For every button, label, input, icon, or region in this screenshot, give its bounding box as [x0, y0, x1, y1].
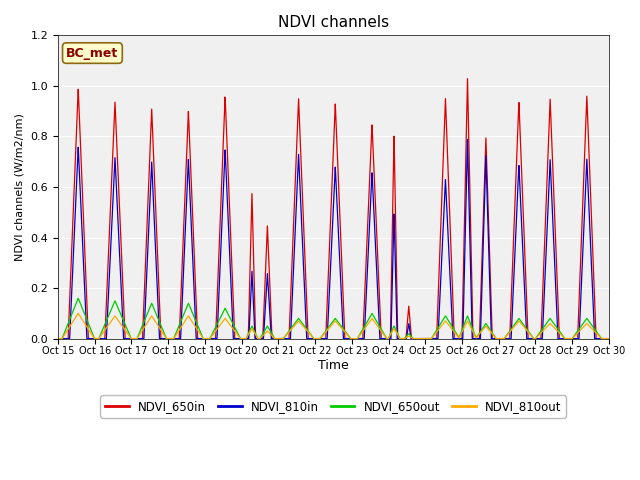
NDVI_810in — [412, 336, 420, 341]
NDVI_650out — [54, 336, 62, 341]
Title: NDVI channels: NDVI channels — [278, 15, 389, 30]
NDVI_650out — [413, 336, 420, 341]
NDVI_810out — [507, 327, 515, 333]
NDVI_810in — [605, 336, 612, 341]
NDVI_650in — [463, 76, 471, 82]
NDVI_650out — [507, 326, 515, 332]
NDVI_650out — [385, 335, 392, 341]
NDVI_810in — [54, 336, 62, 341]
NDVI_650in — [507, 302, 515, 308]
NDVI_650out — [154, 316, 162, 322]
NDVI_810out — [74, 311, 82, 316]
NDVI_810in — [385, 336, 392, 341]
NDVI_810out — [385, 335, 392, 341]
NDVI_810out — [413, 336, 420, 341]
NDVI_650out — [605, 336, 612, 341]
NDVI_650out — [265, 325, 273, 331]
NDVI_650in — [265, 251, 273, 256]
Line: NDVI_810out: NDVI_810out — [58, 313, 609, 338]
X-axis label: Time: Time — [318, 359, 349, 372]
NDVI_810out — [605, 336, 612, 341]
NDVI_650in — [385, 336, 392, 341]
NDVI_810in — [265, 289, 273, 295]
NDVI_810out — [154, 323, 162, 329]
Line: NDVI_650out: NDVI_650out — [58, 298, 609, 338]
Text: BC_met: BC_met — [67, 47, 118, 60]
NDVI_650out — [74, 295, 82, 301]
Legend: NDVI_650in, NDVI_810in, NDVI_650out, NDVI_810out: NDVI_650in, NDVI_810in, NDVI_650out, NDV… — [100, 395, 566, 418]
NDVI_810out — [465, 322, 473, 327]
NDVI_650in — [54, 336, 62, 341]
NDVI_810out — [54, 336, 62, 341]
NDVI_650in — [465, 154, 473, 160]
NDVI_810in — [463, 136, 471, 142]
NDVI_650in — [412, 336, 420, 341]
Y-axis label: NDVI channels (W/m2/nm): NDVI channels (W/m2/nm) — [15, 113, 25, 261]
NDVI_650in — [154, 266, 162, 272]
NDVI_650in — [605, 336, 612, 341]
Line: NDVI_810in: NDVI_810in — [58, 139, 609, 338]
NDVI_810in — [154, 304, 162, 310]
Line: NDVI_650in: NDVI_650in — [58, 79, 609, 338]
NDVI_810out — [265, 329, 273, 335]
NDVI_810in — [465, 207, 473, 213]
NDVI_650out — [465, 317, 473, 323]
NDVI_810in — [507, 336, 515, 341]
